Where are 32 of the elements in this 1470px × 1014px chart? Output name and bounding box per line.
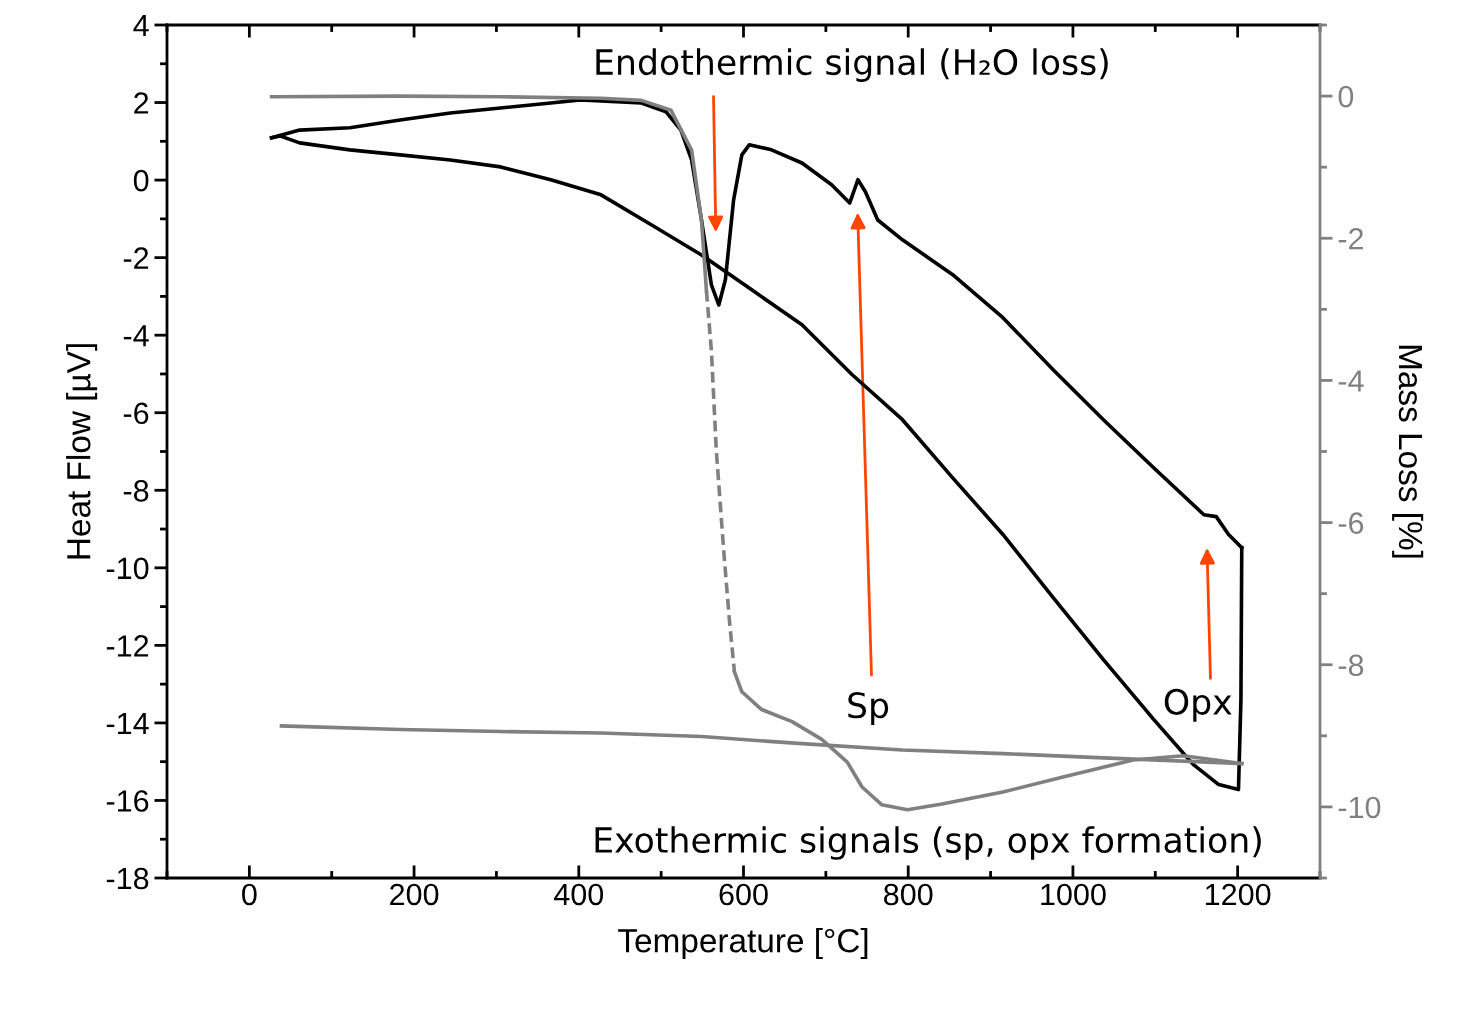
x-tick-label: 0 (242, 883, 257, 906)
x-tick-label: 1200 (1205, 883, 1271, 906)
y-tick-label: 4 (133, 15, 149, 37)
y-tick-label: -4 (123, 325, 149, 347)
y2-axis-title: Mass Loss [%] (1392, 345, 1424, 558)
x-tick-label: 600 (719, 883, 768, 906)
y2-tick-label: -10 (1338, 796, 1381, 819)
y-tick-label: -12 (106, 635, 149, 657)
y2-tick-label: -4 (1338, 370, 1364, 392)
y-tick-label: -14 (106, 712, 149, 734)
y-tick-label: -16 (106, 790, 149, 812)
annotation: Opx (1164, 688, 1232, 722)
y2-tick-label: 0 (1338, 85, 1354, 108)
annotation: Sp (848, 692, 889, 726)
x-tick-label: 200 (390, 883, 439, 906)
y-axis-title: Heat Flow [µV] (66, 344, 98, 559)
y2-tick-label: -2 (1338, 227, 1363, 250)
y-tick-label: 2 (134, 92, 149, 114)
y2-tick-label: -6 (1338, 512, 1364, 534)
y2-tick-label: -8 (1338, 654, 1364, 677)
y-tick-label: -10 (106, 557, 149, 580)
y-tick-label: -2 (123, 247, 149, 269)
annotation: Exothermic signals (sp, opx formation) (595, 826, 1261, 860)
y-tick-label: -6 (123, 402, 149, 425)
y-tick-label: 0 (133, 169, 149, 192)
x-tick-label: 400 (554, 883, 604, 906)
y-tick-label: -8 (123, 480, 149, 502)
x-tick-label: 800 (884, 883, 933, 906)
annotation: Endothermic signal (H₂O loss) (596, 48, 1108, 82)
y-tick-label: -18 (106, 867, 149, 890)
x-tick-label: 1000 (1041, 883, 1106, 906)
x-axis-title: Temperature [°C] (618, 928, 868, 960)
